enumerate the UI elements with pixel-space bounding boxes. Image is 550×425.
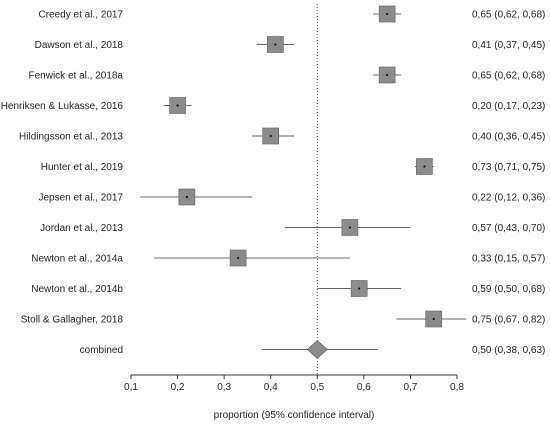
estimate-text: 0,75 (0,67, 0,82) <box>472 315 545 326</box>
study-row: Henriksen & Lukasse, 2016 0,20 (0,17, 0,2… <box>1 97 545 114</box>
study-row: Fenwick et al., 2018a 0,65 (0,62, 0,68) <box>29 66 545 84</box>
study-label: Jordan et al., 2013 <box>40 223 123 234</box>
study-row: Newton et al., 2014b 0,59 (0,50, 0,68) <box>31 280 545 297</box>
combined-diamond <box>306 340 328 359</box>
study-label: Stoll & Gallagher, 2018 <box>21 315 124 326</box>
estimate-dot <box>348 226 351 229</box>
x-axis-ticks: 0,1 0,2 0,3 0,4 0,5 0,6 0,7 0,8 <box>124 375 464 393</box>
study-rows: Creedy et al., 2017 0,65 (0,62, 0,68) Daws… <box>1 5 545 359</box>
estimate-dot <box>386 74 389 76</box>
estimate-text: 0,65 (0,62, 0,68) <box>472 71 545 82</box>
study-label: Hunter et al., 2019 <box>41 162 124 173</box>
x-tick-label: 0,4 <box>264 382 278 393</box>
study-row: Hunter et al., 2019 0,73 (0,71, 0,75) <box>41 158 545 175</box>
study-label: Newton et al., 2014a <box>31 254 123 265</box>
estimate-dot <box>423 165 426 168</box>
estimate-text: 0,33 (0,15, 0,57) <box>472 254 545 265</box>
x-axis-label: proportion (95% confidence interval) <box>214 410 375 421</box>
study-label: Hildingsson et al., 2013 <box>19 132 123 143</box>
study-row: Dawson et al., 2018 0,41 (0,37, 0,45) <box>35 36 545 53</box>
x-tick-label: 0,1 <box>124 382 138 393</box>
estimate-text: 0,65 (0,62, 0,68) <box>472 10 545 21</box>
study-row: Stoll & Gallagher, 2018 0,75 (0,67, 0,82) <box>21 310 545 328</box>
study-label: Newton et al., 2014b <box>31 284 123 295</box>
study-row: Hildingsson et al., 2013 0,40 (0,36, 0,45… <box>19 127 545 145</box>
study-label: Creedy et al., 2017 <box>39 10 124 21</box>
x-tick-label: 0,2 <box>171 382 185 393</box>
estimate-text: 0,22 (0,12, 0,36) <box>472 193 545 204</box>
estimate-dot <box>274 43 277 46</box>
x-tick-label: 0,3 <box>217 382 231 393</box>
estimate-dot <box>432 318 435 320</box>
estimate-dot <box>185 196 188 198</box>
study-label: Dawson et al., 2018 <box>35 40 124 51</box>
estimate-dot <box>386 13 389 15</box>
study-row: Jordan et al., 2013 0,57 (0,43, 0,70) <box>40 219 545 236</box>
estimate-text: 0,50 (0,38, 0,63) <box>472 345 545 356</box>
estimate-dot <box>237 257 240 259</box>
combined-label: combined <box>80 345 123 356</box>
x-tick-label: 0,8 <box>450 382 464 393</box>
study-row: Newton et al., 2014a 0,33 (0,15, 0,57) <box>31 249 545 267</box>
study-row: Jepsen et al., 2017 0,22 (0,12, 0,36) <box>38 188 545 206</box>
study-row: Creedy et al., 2017 0,65 (0,62, 0,68) <box>39 5 545 23</box>
estimate-text: 0,57 (0,43, 0,70) <box>472 223 545 234</box>
estimate-text: 0,73 (0,71, 0,75) <box>472 162 545 173</box>
estimate-text: 0,59 (0,50, 0,68) <box>472 284 545 295</box>
estimate-dot <box>269 135 272 137</box>
estimate-dot <box>176 104 179 107</box>
estimate-text: 0,40 (0,36, 0,45) <box>472 132 545 143</box>
study-label: Fenwick et al., 2018a <box>29 71 124 82</box>
x-tick-label: 0,6 <box>357 382 371 393</box>
x-tick-label: 0,7 <box>403 382 417 393</box>
combined-row: combined 0,50 (0,38, 0,63) <box>80 340 545 359</box>
study-label: Henriksen & Lukasse, 2016 <box>1 101 124 112</box>
estimate-dot <box>358 287 361 290</box>
x-tick-label: 0,5 <box>310 382 324 393</box>
estimate-text: 0,41 (0,37, 0,45) <box>472 40 545 51</box>
estimate-text: 0,20 (0,17, 0,23) <box>472 101 545 112</box>
study-label: Jepsen et al., 2017 <box>38 193 123 204</box>
